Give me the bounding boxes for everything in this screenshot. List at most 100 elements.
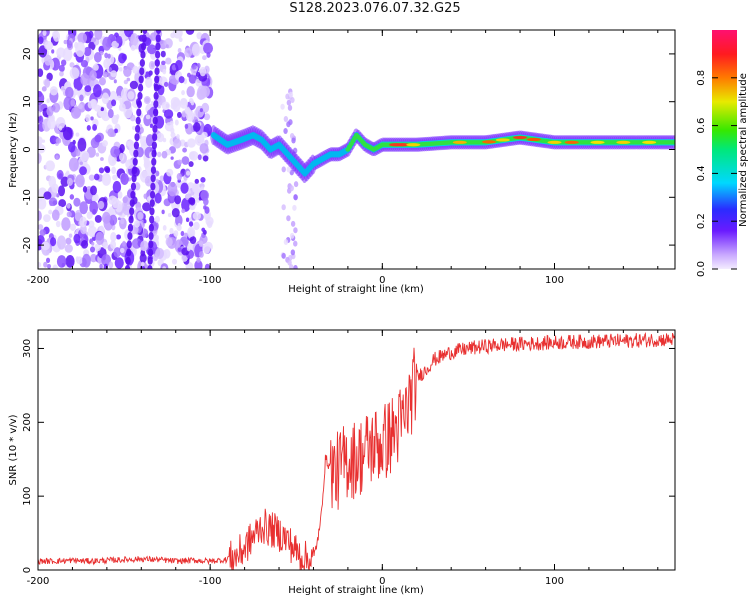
spectrogram-noise-blob bbox=[143, 219, 147, 224]
spectrogram-streak-blob bbox=[152, 116, 158, 125]
spectrogram-noise-blob bbox=[38, 224, 44, 230]
spectrogram-noise-blob bbox=[120, 173, 129, 185]
spectrogram-noise-blob bbox=[163, 248, 171, 259]
spectrogram-noise-blob bbox=[188, 161, 194, 167]
spectrogram-streak-blob bbox=[129, 207, 135, 216]
spectrogram-noise-blob bbox=[159, 175, 165, 182]
spectrogram-streak-blob bbox=[134, 133, 140, 142]
spectrogram-noise-blob bbox=[51, 49, 55, 54]
spectrogram-noise-blob bbox=[50, 237, 57, 247]
spectrogram-noise-blob bbox=[161, 209, 165, 215]
spectrogram-noise-blob bbox=[90, 116, 94, 121]
spectrogram-noise-blob bbox=[83, 46, 92, 57]
spectrogram-noise-blob bbox=[204, 263, 211, 269]
spectrogram-noise-blob bbox=[102, 36, 112, 51]
spectrogram-noise-blob bbox=[113, 247, 122, 258]
spectrogram-noise-blob bbox=[179, 98, 188, 109]
spectrogram-noise-blob bbox=[79, 94, 84, 102]
signal-hotspot bbox=[642, 140, 657, 144]
spectrogram-noise-blob bbox=[166, 168, 174, 177]
spectrogram-noise-blob bbox=[110, 231, 117, 243]
spectrogram-noise-blob bbox=[193, 221, 200, 231]
spectrogram-noise-blob bbox=[291, 137, 296, 144]
spectrogram-noise-blob bbox=[73, 233, 81, 244]
spectrogram-noise-blob bbox=[171, 208, 180, 218]
spectrogram-noise-blob bbox=[95, 152, 100, 157]
spectrogram-noise-blob bbox=[101, 172, 112, 186]
spectrogram-streak-blob bbox=[150, 182, 156, 191]
spectrogram-noise-blob bbox=[288, 91, 294, 98]
spectrogram-noise-blob bbox=[196, 257, 201, 263]
spectrogram-noise-blob bbox=[95, 231, 105, 246]
spectrogram-noise-blob bbox=[154, 192, 162, 204]
spectrogram-noise-blob bbox=[199, 108, 203, 113]
snr-x-axis-label: Height of straight line (km) bbox=[288, 585, 424, 596]
spectrogram-noise-blob bbox=[57, 185, 66, 197]
spectrogram-noise-blob bbox=[120, 218, 125, 225]
spectrogram-noise-blob bbox=[157, 151, 162, 158]
signal-hotspot bbox=[564, 140, 579, 144]
colorbar-tick-label: 0.4 bbox=[696, 165, 707, 181]
spectrogram-noise-blob bbox=[82, 253, 91, 268]
spectrogram-y-tick-label: 10 bbox=[22, 95, 33, 108]
spectrogram-noise-blob bbox=[290, 249, 296, 256]
spectrogram-noise-blob bbox=[112, 174, 118, 181]
spectrogram-noise-blob bbox=[89, 246, 96, 253]
spectrogram-noise-blob bbox=[115, 114, 120, 120]
spectrogram-noise-blob bbox=[56, 255, 67, 268]
spectrogram-noise-blob bbox=[185, 30, 195, 35]
spectrogram-noise-blob bbox=[66, 203, 71, 209]
spectrogram-noise-blob bbox=[47, 118, 56, 130]
snr-panel: -200 -100 0 100 0 100 200 300 Height of straigh… bbox=[8, 329, 676, 596]
spectrogram-noise-blob bbox=[201, 131, 208, 139]
spectrogram-noise-blob bbox=[175, 59, 183, 71]
spectrogram-noise-blob bbox=[162, 266, 167, 269]
signal-hotspot bbox=[590, 140, 605, 144]
spectrogram-noise-blob bbox=[80, 224, 87, 235]
spectrogram-noise-blob bbox=[290, 220, 296, 227]
spectrogram-noise-blob bbox=[38, 91, 45, 105]
spectrogram-noise-blob bbox=[73, 197, 81, 207]
spectrogram-noise-blob bbox=[65, 237, 72, 245]
spectrogram-streak-blob bbox=[132, 166, 138, 175]
spectrogram-noise-blob bbox=[88, 174, 95, 181]
spectrogram-noise-blob bbox=[192, 211, 202, 221]
spectrogram-streak-blob bbox=[152, 133, 158, 142]
spectrogram-noise-blob bbox=[165, 237, 173, 247]
spectrogram-noise-blob bbox=[165, 44, 169, 49]
spectrogram-noise-blob bbox=[49, 86, 58, 96]
spectrogram-noise-blob bbox=[187, 189, 191, 195]
spectrogram-noise-blob bbox=[38, 154, 41, 161]
spectrogram-streak-blob bbox=[135, 116, 141, 125]
spectrogram-streak-blob bbox=[148, 232, 154, 241]
spectrogram-noise-blob bbox=[66, 40, 73, 49]
spectrogram-noise-blob bbox=[177, 159, 183, 165]
signal-hotspot bbox=[513, 135, 528, 140]
spectrogram-streak-blob bbox=[137, 83, 144, 92]
spectrogram-noise-blob bbox=[75, 148, 81, 157]
spectrogram-noise-blob bbox=[65, 254, 75, 268]
spectrogram-noise-blob bbox=[79, 150, 90, 162]
spectrogram-noise-blob bbox=[58, 199, 67, 208]
spectrogram-x-tick-label: 0 bbox=[379, 275, 385, 286]
spectrogram-noise-blob bbox=[143, 157, 150, 167]
spectrogram-noise-blob bbox=[202, 55, 207, 61]
spectrogram-noise-blob bbox=[139, 253, 147, 263]
spectrogram-streak-blob bbox=[127, 232, 133, 241]
spectrogram-noise-blob bbox=[165, 57, 172, 65]
spectrogram-noise-blob bbox=[94, 30, 103, 40]
spectrogram-noise-blob bbox=[109, 214, 118, 226]
spectrogram-noise-blob bbox=[178, 76, 185, 84]
spectrogram-noise-blob bbox=[116, 234, 121, 240]
spectrogram-noise-blob bbox=[280, 103, 285, 110]
spectrogram-noise-blob bbox=[55, 117, 66, 129]
spectrogram-noise-blob bbox=[293, 240, 298, 247]
spectrogram-noise-blob bbox=[173, 138, 182, 149]
spectrogram-noise-blob bbox=[145, 114, 151, 120]
spectrogram-noise-blob bbox=[293, 194, 298, 201]
spectrogram-noise-blob bbox=[202, 155, 209, 162]
spectrogram-noise-blob bbox=[130, 44, 136, 51]
spectrogram-streak-blob bbox=[133, 141, 140, 150]
spectrogram-noise-blob bbox=[149, 123, 154, 128]
spectrogram-noise-blob bbox=[148, 60, 156, 70]
